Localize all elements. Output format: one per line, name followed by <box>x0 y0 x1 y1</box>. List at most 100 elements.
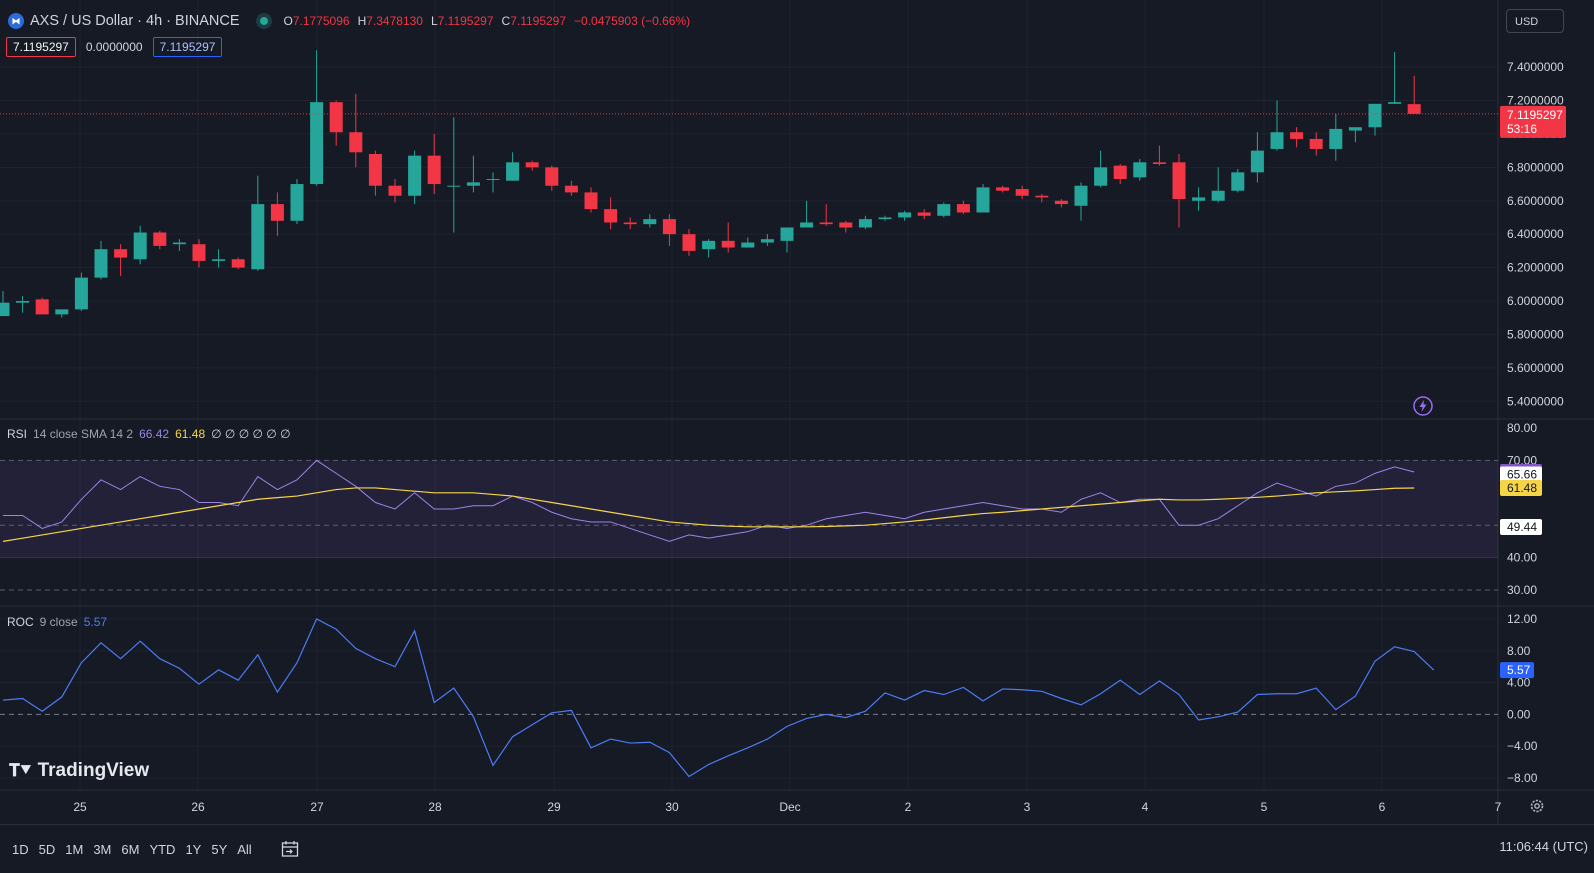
axs-logo-icon: ⧓ <box>8 13 24 29</box>
candle-body <box>55 309 69 315</box>
timeframe-6m[interactable]: 6M <box>121 841 140 857</box>
ohlc-values: O7.1775096 H7.3478130 L7.1195297 C7.1195… <box>284 14 691 28</box>
rsi-tag-upper-bg <box>1500 466 1542 483</box>
candle-body <box>1290 132 1304 139</box>
candle-body <box>858 219 872 228</box>
candle-body <box>427 155 441 185</box>
candle-body <box>702 240 716 250</box>
price-tick-label: 5.6000000 <box>1507 361 1564 375</box>
high-value: 7.3478130 <box>366 14 423 28</box>
price-tick-label: 7.4000000 <box>1507 60 1564 74</box>
time-axis-label: 4 <box>1142 800 1149 814</box>
candle-body <box>133 232 147 260</box>
rsi-tick-label: 40.00 <box>1507 551 1537 565</box>
price-tick-label: 6.4000000 <box>1507 227 1564 241</box>
roc-value-tag-bg <box>1500 662 1534 679</box>
candle-body <box>1074 185 1088 206</box>
candle-body <box>0 302 10 317</box>
spread-value: 0.0000000 <box>85 40 143 54</box>
rsi-sma-legend-value: 61.48 <box>175 427 206 441</box>
candle-body <box>839 222 853 228</box>
time-axis-label: 2 <box>905 800 912 814</box>
high-label: H <box>357 14 367 28</box>
roc-tick-label: −8.00 <box>1507 771 1538 785</box>
candle-body <box>368 153 382 186</box>
buy-price-box[interactable]: 7.1195297 <box>152 37 223 57</box>
rsi-tick-label: 80.00 <box>1507 421 1537 435</box>
price-tick-label: 6.6000000 <box>1507 194 1564 208</box>
candle-body <box>172 242 186 245</box>
time-axis-label: 29 <box>547 800 561 814</box>
currency-selector[interactable]: USD <box>1506 9 1564 33</box>
candle-body <box>564 185 578 193</box>
candle-body <box>251 204 265 270</box>
bar-countdown: 53:16 <box>1507 122 1537 136</box>
candle-body <box>780 227 794 241</box>
rsi-sma-tag-bg <box>1500 480 1542 497</box>
candle-body <box>643 219 657 225</box>
candle-body <box>760 239 774 243</box>
symbol-title[interactable]: AXS / US Dollar · 4h · BINANCE <box>30 13 240 29</box>
candle-body <box>153 232 167 246</box>
calendar-goto-icon[interactable] <box>279 838 301 860</box>
candle-body <box>1211 190 1225 201</box>
timeframe-3m[interactable]: 3M <box>93 841 112 857</box>
candle-body <box>1309 138 1323 149</box>
candle-body <box>800 222 814 228</box>
symbol-header[interactable]: ⧓ AXS / US Dollar · 4h · BINANCE O7.1775… <box>8 10 690 32</box>
timeframe-ytd[interactable]: YTD <box>149 841 176 857</box>
candle-body <box>290 184 304 221</box>
candle-body <box>937 204 951 216</box>
rsi-band-fill <box>0 460 1498 558</box>
price-tick-label: 5.8000000 <box>1507 327 1564 341</box>
lightning-icon[interactable] <box>1413 396 1433 416</box>
candle-body <box>1152 162 1166 164</box>
time-axis-label: 30 <box>665 800 679 814</box>
candle-body <box>741 242 755 248</box>
roc-name: ROC <box>7 615 34 629</box>
timeframe-1m[interactable]: 1M <box>65 841 84 857</box>
last-price-tag <box>1500 105 1566 138</box>
candle-body <box>662 219 676 235</box>
low-value: 7.1195297 <box>437 14 494 28</box>
candle-body <box>329 102 343 133</box>
logo-text: TradingView <box>37 760 150 781</box>
rsi-legend[interactable]: RSI 14 close SMA 14 2 66.42 61.48 ∅ ∅ ∅ … <box>7 427 291 441</box>
close-value: 7.1195297 <box>510 14 567 28</box>
timeframe-all[interactable]: All <box>237 841 252 857</box>
timeframe-1d[interactable]: 1D <box>12 841 29 857</box>
candle-body <box>1172 162 1186 200</box>
candle-body <box>976 187 990 213</box>
candle-body <box>878 217 892 220</box>
gear-icon[interactable] <box>1529 798 1545 814</box>
candle-body <box>231 259 245 268</box>
candle-body <box>898 212 912 218</box>
timeframe-5y[interactable]: 5Y <box>211 841 228 857</box>
price-tick-label: 5.4000000 <box>1507 394 1564 408</box>
candle-body <box>721 240 735 248</box>
tradingview-logo[interactable]: 𝐓⯆ TradingView <box>9 760 149 782</box>
candle-body <box>486 179 500 181</box>
roc-line <box>2 618 1435 778</box>
candle-body <box>310 102 324 185</box>
candle-body <box>506 162 520 181</box>
rsi-line <box>3 459 1415 542</box>
candle-body <box>1015 189 1029 196</box>
timeframe-1y[interactable]: 1Y <box>185 841 202 857</box>
rsi-sma-line <box>2 487 1415 542</box>
price-tick-label: 6.0000000 <box>1507 294 1564 308</box>
candle-body <box>192 244 206 261</box>
candle-body <box>16 301 30 303</box>
rsi-tag-lower: 49.44 <box>1507 520 1537 534</box>
candle-body <box>545 167 559 186</box>
utc-clock[interactable]: 11:06:44 (UTC) <box>1499 839 1588 854</box>
price-tick-label: 6.8000000 <box>1507 160 1564 174</box>
rsi-tick-label: 70.00 <box>1507 453 1537 467</box>
candle-body <box>917 212 931 216</box>
roc-legend[interactable]: ROC 9 close 5.57 <box>7 615 107 629</box>
sell-price-box[interactable]: 7.1195297 <box>6 37 76 57</box>
timeframe-5d[interactable]: 5D <box>38 841 56 857</box>
candle-body <box>1270 132 1284 149</box>
candle-body <box>1094 167 1108 186</box>
